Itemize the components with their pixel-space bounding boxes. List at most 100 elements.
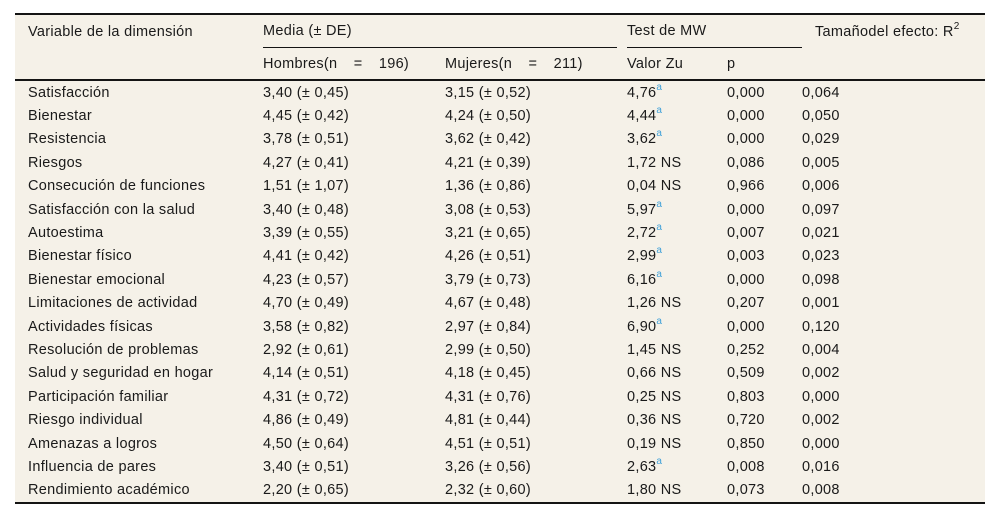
cell-p-value: 0,252 <box>727 341 765 358</box>
table-row: Riesgo individual 4,86 (± 0,49) 4,81 (± … <box>15 408 985 431</box>
cell-variable: Influencia de pares <box>28 458 157 475</box>
cell-hombres-mean: 4,50 (± 0,64) <box>263 435 350 452</box>
table-row: Bienestar emocional 4,23 (± 0,57) 3,79 (… <box>15 268 985 291</box>
cell-valor-zu: 1,72 NS <box>627 151 727 174</box>
z-value: 1,80 NS <box>627 482 682 499</box>
z-value: 0,66 NS <box>627 365 682 382</box>
z-value: 4,44 <box>627 108 657 125</box>
cell-mujeres-mean: 2,99 (± 0,50) <box>445 341 532 358</box>
cell-variable: Participación familiar <box>28 388 169 405</box>
z-value: 1,26 NS <box>627 295 682 312</box>
z-value: 2,72 <box>627 225 657 242</box>
header-variable: Variable de la dimensión <box>28 23 193 40</box>
cell-variable: Bienestar emocional <box>28 271 166 288</box>
table-row: Actividades físicas 3,58 (± 0,82) 2,97 (… <box>15 315 985 338</box>
cell-effect-size: 0,002 <box>802 365 840 382</box>
cell-mujeres-mean: 3,62 (± 0,42) <box>445 131 532 148</box>
cell-variable: Satisfacción <box>28 84 110 101</box>
cell-p-value: 0,000 <box>727 108 765 125</box>
table-body: Satisfacción 3,40 (± 0,45) 3,15 (± 0,52)… <box>15 81 985 502</box>
table-header: Variable de la dimensión Media (± DE) Te… <box>15 15 985 81</box>
cell-variable: Riesgo individual <box>28 412 143 429</box>
cell-hombres-mean: 2,20 (± 0,65) <box>263 482 350 499</box>
cell-valor-zu: 1,80 NS <box>627 479 727 502</box>
cell-hombres-mean: 3,40 (± 0,51) <box>263 458 350 475</box>
cell-hombres-mean: 4,86 (± 0,49) <box>263 412 350 429</box>
table-row: Consecución de funciones 1,51 (± 1,07) 1… <box>15 175 985 198</box>
z-value: 0,25 NS <box>627 388 682 405</box>
cell-valor-zu: 6,90 a <box>627 315 662 335</box>
z-value: 6,90 <box>627 318 657 335</box>
table-row: Salud y seguridad en hogar 4,14 (± 0,51)… <box>15 362 985 385</box>
cell-mujeres-mean: 3,26 (± 0,56) <box>445 458 532 475</box>
cell-effect-size: 0,004 <box>802 341 840 358</box>
header-effect-label: Tamañodel efecto: R <box>815 23 954 40</box>
table-row: Influencia de pares 3,40 (± 0,51) 3,26 (… <box>15 455 985 478</box>
header-media-label: Media (± DE) <box>263 23 352 39</box>
header-spacer <box>802 48 985 79</box>
cell-hombres-mean: 1,51 (± 1,07) <box>263 178 350 195</box>
cell-hombres-mean: 3,78 (± 0,51) <box>263 131 350 148</box>
table-row: Autoestima 3,39 (± 0,55) 3,21 (± 0,65) 2… <box>15 221 985 244</box>
cell-variable: Limitaciones de actividad <box>28 295 198 312</box>
table-row: Participación familiar 4,31 (± 0,72) 4,3… <box>15 385 985 408</box>
cell-valor-zu: 2,99 a <box>627 245 662 265</box>
cell-variable: Satisfacción con la salud <box>28 201 196 218</box>
cell-p-value: 0,207 <box>727 295 765 312</box>
z-value: 0,19 NS <box>627 435 682 452</box>
cell-valor-zu: 5,97 a <box>627 198 662 218</box>
z-value: 5,97 <box>627 201 657 218</box>
cell-hombres-mean: 3,40 (± 0,48) <box>263 201 350 218</box>
z-value: 3,62 <box>627 131 657 148</box>
table-row: Satisfacción con la salud 3,40 (± 0,48) … <box>15 198 985 221</box>
cell-mujeres-mean: 4,31 (± 0,76) <box>445 388 532 405</box>
cell-p-value: 0,850 <box>727 435 765 452</box>
cell-variable: Actividades físicas <box>28 318 153 335</box>
z-value: 0,36 NS <box>627 412 682 429</box>
z-value: 4,76 <box>627 84 657 101</box>
cell-mujeres-mean: 3,79 (± 0,73) <box>445 271 532 288</box>
cell-mujeres-mean: 4,24 (± 0,50) <box>445 108 532 125</box>
z-value: 0,04 NS <box>627 178 682 195</box>
cell-effect-size: 0,006 <box>802 178 840 195</box>
z-value: 1,45 NS <box>627 341 682 358</box>
header-media-group: Media (± DE) <box>263 15 617 48</box>
cell-valor-zu: 2,72 a <box>627 222 662 242</box>
cell-variable: Bienestar físico <box>28 248 132 265</box>
cell-effect-size: 0,029 <box>802 131 840 148</box>
cell-mujeres-mean: 4,67 (± 0,48) <box>445 295 532 312</box>
header-valor-zu: Valor Zu <box>627 55 684 72</box>
cell-p-value: 0,000 <box>727 131 765 148</box>
z-value: 2,63 <box>627 458 657 475</box>
cell-effect-size: 0,000 <box>802 435 840 452</box>
cell-p-value: 0,803 <box>727 388 765 405</box>
cell-valor-zu: 4,44 a <box>627 105 662 125</box>
cell-valor-zu: 4,76 a <box>627 81 662 101</box>
cell-effect-size: 0,064 <box>802 84 840 101</box>
cell-hombres-mean: 2,92 (± 0,61) <box>263 341 350 358</box>
table-row: Limitaciones de actividad 4,70 (± 0,49) … <box>15 292 985 315</box>
cell-hombres-mean: 4,45 (± 0,42) <box>263 108 350 125</box>
cell-p-value: 0,000 <box>727 84 765 101</box>
header-mujeres: Mujeres(n = 211) <box>445 55 583 72</box>
cell-valor-zu: 6,16 a <box>627 268 662 288</box>
cell-p-value: 0,509 <box>727 365 765 382</box>
cell-effect-size: 0,001 <box>802 295 840 312</box>
table-row: Bienestar 4,45 (± 0,42) 4,24 (± 0,50) 4,… <box>15 104 985 127</box>
header-hombres: Hombres(n = 196) <box>263 55 410 72</box>
cell-mujeres-mean: 1,36 (± 0,86) <box>445 178 532 195</box>
cell-hombres-mean: 3,40 (± 0,45) <box>263 84 350 101</box>
table-row: Satisfacción 3,40 (± 0,45) 3,15 (± 0,52)… <box>15 81 985 104</box>
cell-hombres-mean: 3,58 (± 0,82) <box>263 318 350 335</box>
cell-effect-size: 0,008 <box>802 482 840 499</box>
table-row: Rendimiento académico 2,20 (± 0,65) 2,32… <box>15 479 985 502</box>
cell-variable: Resolución de problemas <box>28 341 199 358</box>
cell-effect-size: 0,005 <box>802 154 840 171</box>
cell-mujeres-mean: 3,15 (± 0,52) <box>445 84 532 101</box>
cell-effect-size: 0,120 <box>802 318 840 335</box>
cell-effect-size: 0,098 <box>802 271 840 288</box>
table-row: Resolución de problemas 2,92 (± 0,61) 2,… <box>15 338 985 361</box>
cell-effect-size: 0,000 <box>802 388 840 405</box>
cell-variable: Bienestar <box>28 108 92 125</box>
